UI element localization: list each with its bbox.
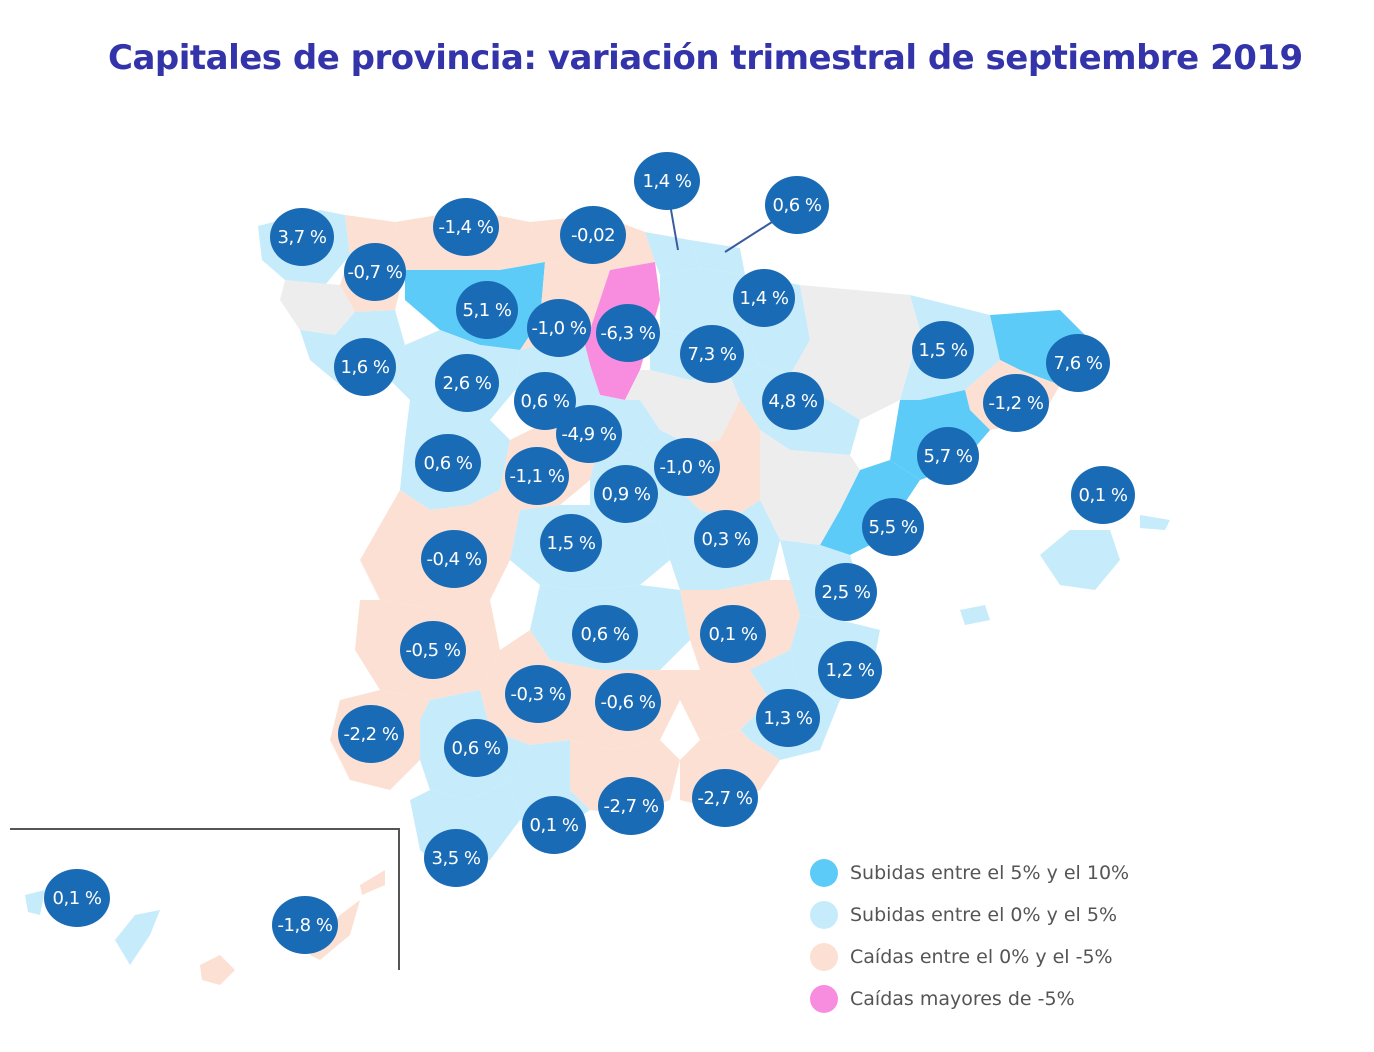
- badge-lugo: -0,7 %: [344, 243, 406, 301]
- region-vizcaya: [645, 232, 700, 275]
- badge-huesca: 1,5 %: [912, 321, 974, 379]
- badge-alicante: 1,3 %: [756, 689, 820, 747]
- badge-las-palmas: -1,8 %: [272, 896, 338, 954]
- legend-label-mild-fall: Caídas entre el 0% y el -5%: [850, 946, 1113, 968]
- badge-soria: -1,0 %: [654, 438, 720, 496]
- region-teruel: [760, 430, 860, 545]
- badge-guadalajara: 0,3 %: [694, 510, 758, 568]
- badge-leon: 5,1 %: [456, 281, 518, 339]
- region-ibiza: [960, 605, 990, 625]
- badge-pontevedra: 1,6 %: [334, 338, 396, 396]
- leader-line-bilbao: [669, 203, 679, 251]
- badge-cordoba: -0,3 %: [505, 665, 571, 723]
- badge-oviedo: -1,4 %: [433, 198, 499, 256]
- badge-bilbao: 1,4 %: [634, 152, 700, 210]
- badge-zamora: 2,6 %: [435, 354, 499, 412]
- region-menorca: [1140, 515, 1170, 530]
- badge-huelva: -2,2 %: [338, 705, 404, 763]
- region-lanzarote: [360, 870, 385, 895]
- map-legend: Subidas entre el 5% y el 10% Subidas ent…: [810, 852, 1129, 1020]
- badge-tarragona: 5,5 %: [862, 498, 924, 556]
- badge-segovia: -4,9 %: [556, 405, 622, 463]
- region-gran-canaria: [200, 955, 235, 985]
- badge-a-coruna: 3,7 %: [270, 208, 334, 266]
- badge-logrono: 4,8 %: [762, 372, 824, 430]
- badge-salamanca: 0,6 %: [415, 434, 481, 492]
- legend-label-mild-rise: Subidas entre el 0% y el 5%: [850, 904, 1118, 926]
- region-tenerife: [115, 910, 160, 965]
- badge-santander: -0,02: [560, 206, 626, 264]
- legend-label-strong-rise: Subidas entre el 5% y el 10%: [850, 862, 1130, 884]
- badge-cuenca: 0,1 %: [700, 605, 766, 663]
- leader-line-san-sebastian: [724, 221, 773, 253]
- region-soria: [625, 370, 740, 445]
- legend-item-mild-rise: Subidas entre el 0% y el 5%: [810, 894, 1129, 936]
- legend-item-strong-fall: Caídas mayores de -5%: [810, 978, 1129, 1020]
- badge-san-sebastian: 0,6 %: [765, 176, 829, 234]
- badge-sevilla: 0,6 %: [444, 719, 508, 777]
- legend-swatch-mild-rise: [810, 901, 838, 929]
- legend-swatch-strong-rise: [810, 859, 838, 887]
- badge-jaen: -0,6 %: [595, 673, 661, 731]
- canary-islands-inset-frame: [10, 828, 400, 970]
- legend-item-mild-fall: Caídas entre el 0% y el -5%: [810, 936, 1129, 978]
- region-aragon-north: [790, 285, 920, 420]
- badge-girona: 7,6 %: [1046, 334, 1110, 392]
- badge-avila: -1,1 %: [505, 447, 569, 505]
- badge-castellon: 2,5 %: [815, 563, 877, 621]
- badge-cadiz: 3,5 %: [424, 829, 488, 887]
- badge-valencia: 1,2 %: [818, 641, 882, 699]
- badge-barcelona: 5,7 %: [917, 427, 979, 485]
- region-albacete: [660, 670, 770, 740]
- legend-label-strong-fall: Caídas mayores de -5%: [850, 988, 1075, 1010]
- badge-badajoz: -0,5 %: [400, 621, 466, 679]
- region-alava: [660, 268, 745, 335]
- legend-swatch-mild-fall: [810, 943, 838, 971]
- badge-malaga: 0,1 %: [522, 796, 586, 854]
- badge-vitoria: 7,3 %: [680, 325, 744, 383]
- legend-item-strong-rise: Subidas entre el 5% y el 10%: [810, 852, 1129, 894]
- badge-toledo: 1,5 %: [540, 514, 602, 572]
- badge-lleida: -1,2 %: [983, 374, 1049, 432]
- region-ourense: [280, 280, 355, 335]
- badge-palencia: -1,0 %: [527, 299, 591, 357]
- legend-swatch-strong-fall: [810, 985, 838, 1013]
- badge-murcia: -2,7 %: [692, 769, 758, 827]
- map-title: Capitales de provincia: variación trimes…: [108, 38, 1303, 78]
- badge-palma: 0,1 %: [1071, 466, 1135, 524]
- region-mallorca: [1040, 530, 1120, 590]
- badge-santa-cruz-tenerife: 0,1 %: [44, 869, 110, 927]
- badge-burgos: -6,3 %: [596, 304, 660, 362]
- badge-granada: -2,7 %: [598, 777, 664, 835]
- badge-pamplona: 1,4 %: [733, 269, 795, 327]
- badge-madrid: 0,9 %: [594, 465, 658, 523]
- region-la-palma: [25, 890, 45, 915]
- badge-ciudad-real: 0,6 %: [572, 605, 638, 663]
- badge-caceres: -0,4 %: [421, 530, 487, 588]
